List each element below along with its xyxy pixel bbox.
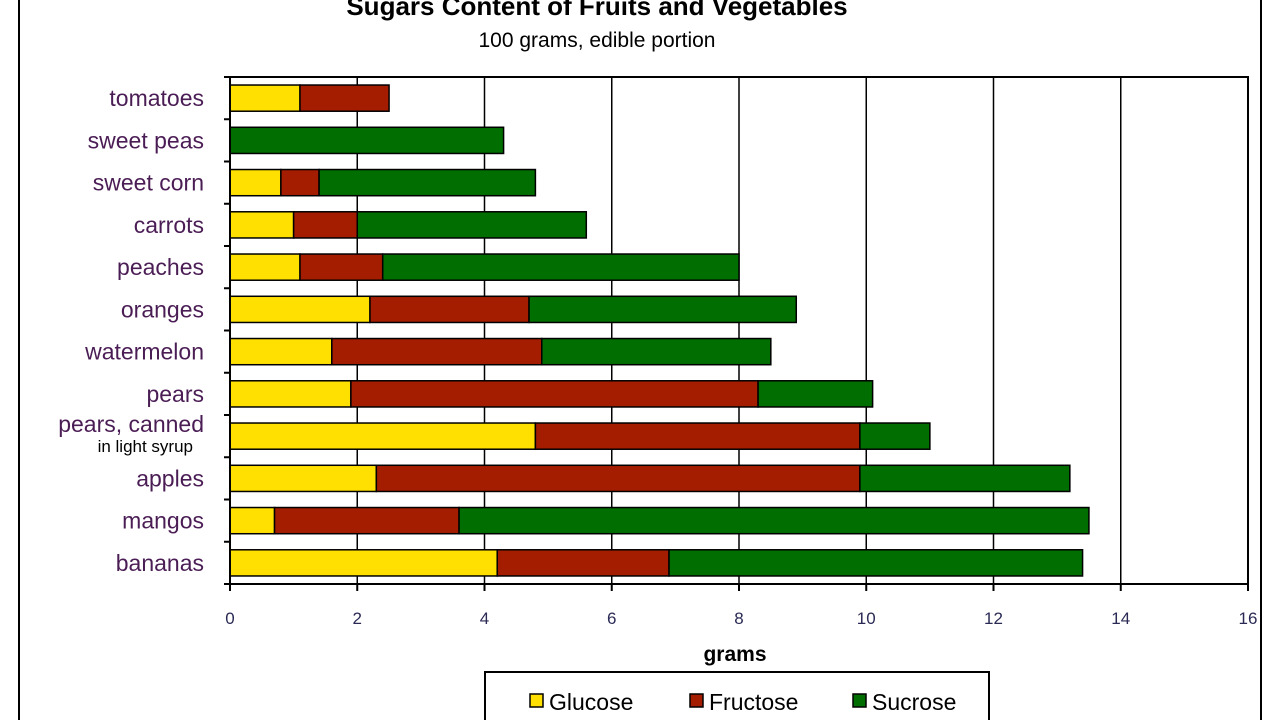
bar-fructose xyxy=(375,464,861,493)
x-tick-label: 0 xyxy=(225,609,234,628)
bar-glucose xyxy=(229,84,301,112)
legend-label-glucose: Glucose xyxy=(549,689,633,715)
bar-sucrose xyxy=(668,549,1084,577)
bar-sucrose xyxy=(859,422,931,450)
category-label: pears, canned xyxy=(58,411,204,437)
x-tick-label: 12 xyxy=(984,609,1003,628)
category-label: peaches xyxy=(117,254,204,280)
x-tick-label: 8 xyxy=(734,609,743,628)
legend-label-fructose: Fructose xyxy=(709,689,798,715)
x-tick-label: 2 xyxy=(353,609,362,628)
bar-glucose xyxy=(229,464,378,493)
category-label: sweet peas xyxy=(88,127,204,153)
legend: Glucose Fructose Sucrose xyxy=(484,671,990,720)
bar-glucose xyxy=(229,211,295,239)
frame-right-border xyxy=(1260,0,1262,720)
bar-fructose xyxy=(350,380,759,408)
legend-swatch-sucrose xyxy=(852,693,867,708)
x-tick-label: 4 xyxy=(480,609,489,628)
x-axis-title: grams xyxy=(703,643,766,666)
bar-sucrose xyxy=(859,464,1071,493)
bar-sucrose xyxy=(541,337,772,366)
bar-glucose xyxy=(229,168,282,197)
bar-fructose xyxy=(496,549,670,577)
bar-sucrose xyxy=(757,380,874,408)
bar-fructose xyxy=(273,506,460,535)
bar-fructose xyxy=(534,422,861,450)
chart-subtitle: 100 grams, edible portion xyxy=(479,29,716,52)
x-tick-label: 10 xyxy=(857,609,876,628)
bar-glucose xyxy=(229,422,537,450)
bar-sucrose xyxy=(229,126,505,155)
bar-glucose xyxy=(229,549,498,577)
bar-glucose xyxy=(229,295,371,324)
bar-glucose xyxy=(229,506,276,535)
category-label: watermelon xyxy=(84,339,204,365)
x-tick-label: 6 xyxy=(607,609,616,628)
bar-sucrose xyxy=(528,295,798,324)
legend-swatch-glucose xyxy=(529,693,544,708)
category-label: tomatoes xyxy=(109,85,204,111)
chart-title: Sugars Content of Fruits and Vegetables xyxy=(346,0,847,21)
x-tick-label: 14 xyxy=(1111,609,1130,628)
category-label: oranges xyxy=(121,296,204,322)
category-label: mangos xyxy=(122,508,204,534)
bar-fructose xyxy=(331,337,543,366)
bar-sucrose xyxy=(356,211,588,239)
bar-fructose xyxy=(280,168,320,197)
legend-box xyxy=(484,671,990,720)
bar-sucrose xyxy=(318,168,537,197)
bar-stacks xyxy=(229,84,1090,577)
bar-sucrose xyxy=(458,506,1090,535)
frame-left-border xyxy=(18,0,20,720)
bar-glucose xyxy=(229,337,333,366)
category-label: bananas xyxy=(116,550,204,576)
category-label: sweet corn xyxy=(93,170,204,196)
legend-swatch-fructose xyxy=(689,693,704,708)
bar-fructose xyxy=(299,84,390,112)
category-label: carrots xyxy=(134,212,204,238)
x-tick-labels: 0 2 4 6 8 10 12 14 16 xyxy=(225,609,1257,628)
axes xyxy=(224,76,1249,591)
bar-fructose xyxy=(369,295,530,324)
bar-sucrose xyxy=(381,253,740,281)
bar-glucose xyxy=(229,253,301,281)
category-labels: tomatoes sweet peas sweet corn carrots peach… xyxy=(58,85,204,576)
vertical-gridlines xyxy=(356,77,1122,584)
bar-fructose xyxy=(299,253,384,281)
category-label: apples xyxy=(136,465,204,491)
bar-glucose xyxy=(229,380,352,408)
category-sublabel: in light syrup xyxy=(98,437,193,456)
bar-fructose xyxy=(292,211,358,239)
category-label: pears xyxy=(146,381,204,407)
legend-label-sucrose: Sucrose xyxy=(872,689,956,715)
x-tick-label: 16 xyxy=(1239,609,1258,628)
